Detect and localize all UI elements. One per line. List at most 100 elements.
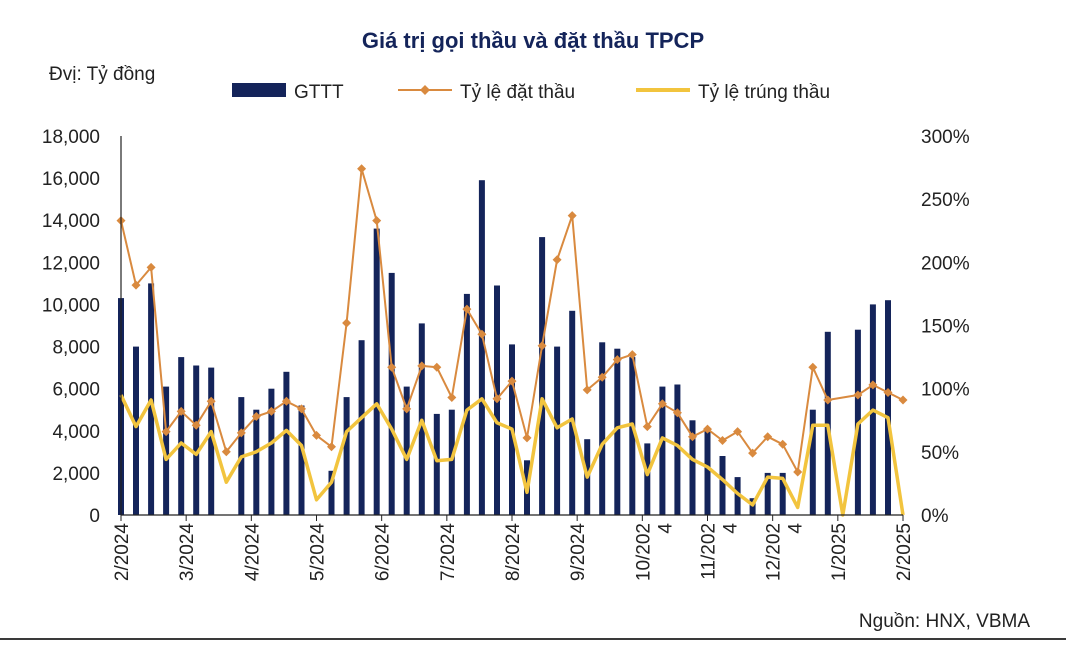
x-tick-label-line: 4 — [655, 523, 676, 534]
right-tick-label: 0% — [921, 506, 949, 527]
x-tick-label-line: 4 — [786, 523, 807, 534]
point-dat-thau — [432, 362, 442, 372]
point-dat-thau — [462, 304, 472, 314]
bar-gttt — [689, 420, 696, 516]
point-dat-thau — [447, 393, 457, 402]
legend-marker-dat-thau — [420, 85, 430, 95]
bar-gttt — [599, 342, 606, 515]
bar-gttt — [268, 388, 275, 515]
left-tick-label: 4,000 — [52, 422, 100, 443]
point-dat-thau — [748, 448, 758, 458]
point-dat-thau — [718, 436, 727, 445]
point-dat-thau — [868, 380, 878, 390]
left-tick-label: 6,000 — [52, 380, 100, 401]
point-dat-thau — [477, 329, 487, 339]
left-tick-label: 10,000 — [42, 295, 100, 316]
bar-gttt — [433, 413, 440, 515]
x-tick-label-line: 12/202 — [764, 523, 785, 581]
x-tick-label: 2/2025 — [894, 523, 915, 581]
bar-gttt — [569, 310, 576, 515]
bar-gttt — [373, 228, 380, 515]
bar-gttt — [253, 409, 260, 515]
x-tick-label: 12/202 4 — [764, 523, 807, 582]
bar-gttt — [809, 409, 816, 515]
bar-gttt — [403, 386, 410, 515]
bar-gttt — [328, 470, 335, 515]
point-dat-thau — [507, 376, 517, 386]
bar-gttt — [208, 367, 215, 515]
point-dat-thau — [853, 390, 863, 400]
x-tick-label-line: 6/2024 — [373, 523, 394, 582]
left-tick-label: 8,000 — [52, 338, 100, 359]
x-tick-label-line: 2/2024 — [112, 523, 133, 582]
bar-gttt — [719, 456, 726, 515]
right-axis-ticks: 0% 50% 100% 150% 200% 250% 300% — [921, 127, 970, 527]
point-dat-thau — [567, 211, 577, 221]
x-tick-label-line: 4 — [721, 523, 742, 534]
point-dat-thau — [703, 424, 712, 434]
point-dat-thau — [266, 406, 276, 416]
bar-gttt — [133, 346, 139, 515]
point-dat-thau — [131, 280, 141, 290]
point-dat-thau — [778, 439, 788, 449]
point-dat-thau — [387, 362, 397, 372]
point-dat-thau — [327, 442, 336, 452]
bar-gttt — [298, 405, 305, 515]
point-dat-thau — [281, 396, 291, 406]
point-dat-thau — [612, 355, 622, 365]
bar-gttt — [704, 430, 711, 515]
source-note: Nguồn: HNX, VBMA — [859, 611, 1030, 632]
bar-gttt — [674, 384, 681, 515]
bar-gttt — [779, 472, 786, 515]
bar-gttt — [659, 386, 666, 515]
legend-swatch-gttt — [232, 83, 286, 97]
bar-gttt — [448, 409, 455, 515]
left-tick-label: 18,000 — [42, 127, 100, 148]
right-tick-label: 300% — [921, 127, 970, 148]
bar-gttt — [764, 472, 771, 515]
x-tick-label-line: 7/2024 — [438, 523, 459, 582]
point-dat-thau — [191, 420, 201, 430]
x-tick-label: 10/202 4 — [633, 523, 676, 582]
point-dat-thau — [357, 164, 367, 174]
point-dat-thau — [342, 318, 352, 328]
point-dat-thau — [312, 430, 321, 440]
x-tick-label: 2/2024 — [112, 523, 133, 582]
point-dat-thau — [236, 428, 246, 438]
right-tick-label: 50% — [921, 443, 959, 464]
bar-gttt — [554, 346, 561, 515]
point-dat-thau — [221, 447, 231, 457]
bar-gttt — [463, 293, 470, 515]
left-axis-ticks: 0 2,000 4,000 6,000 8,000 10,000 12,000 14,000 1… — [42, 127, 100, 527]
x-tick-label: 4/2024 — [242, 523, 263, 582]
point-dat-thau — [206, 396, 216, 406]
point-dat-thau — [522, 433, 532, 443]
bar-gttt — [478, 180, 485, 515]
x-tick-label: 7/2024 — [438, 523, 459, 582]
x-tick-label-line: 3/2024 — [177, 523, 198, 582]
point-dat-thau — [492, 394, 502, 404]
bar-gttt — [343, 397, 350, 515]
left-tick-label: 14,000 — [42, 211, 100, 232]
x-tick-label-line: 8/2024 — [503, 523, 524, 582]
left-tick-label: 12,000 — [42, 253, 100, 274]
point-dat-thau — [597, 372, 607, 382]
point-dat-thau — [823, 395, 833, 405]
bar-gttt — [644, 443, 651, 515]
bar-gttt — [614, 348, 621, 515]
x-tick-label-line: 2/2025 — [894, 523, 915, 581]
point-dat-thau — [402, 404, 412, 414]
line-dat-thau — [120, 167, 904, 473]
rate-lines — [116, 164, 908, 517]
chart-title: Giá trị gọi thầu và đặt thầu TPCP — [362, 28, 704, 53]
bar-gttt — [885, 300, 891, 515]
left-tick-label: 16,000 — [42, 169, 100, 190]
point-dat-thau — [297, 404, 306, 414]
bottom-rule — [0, 638, 1066, 640]
point-dat-thau — [793, 467, 803, 477]
point-dat-thau — [688, 432, 697, 442]
point-dat-thau — [417, 361, 427, 371]
x-tick-label: 9/2024 — [568, 523, 589, 582]
x-tick-label: 8/2024 — [503, 523, 524, 582]
